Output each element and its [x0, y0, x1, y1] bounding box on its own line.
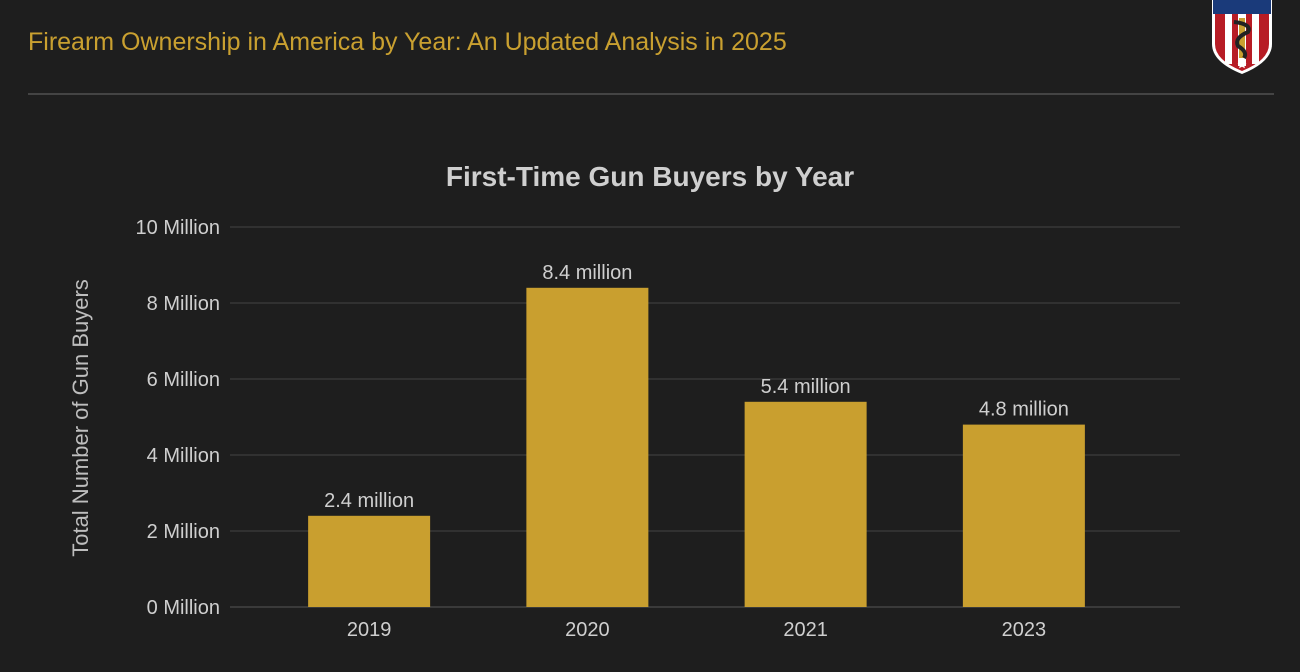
y-tick-label: 0 Million [147, 597, 220, 619]
bar-2020[interactable] [526, 287, 649, 607]
data-label: 8.4 million [542, 262, 632, 284]
data-label: 4.8 million [979, 399, 1069, 421]
x-tick-label: 2020 [565, 619, 610, 641]
page-title: Firearm Ownership in America by Year: An… [28, 28, 787, 56]
chart-title: First-Time Gun Buyers by Year [446, 161, 854, 192]
ammo-com-logo[interactable] [1208, 0, 1276, 76]
x-tick-label: 2019 [347, 619, 392, 641]
bar-2021[interactable] [744, 401, 867, 607]
header-divider [28, 93, 1274, 95]
data-label: 5.4 million [761, 376, 851, 398]
x-tick-label: 2021 [783, 619, 828, 641]
bar-2023[interactable] [962, 424, 1085, 607]
bar-2019[interactable] [308, 515, 431, 607]
y-tick-label: 6 Million [147, 369, 220, 391]
y-tick-label: 2 Million [147, 521, 220, 543]
y-tick-label: 4 Million [147, 445, 220, 467]
y-tick-label: 8 Million [147, 293, 220, 315]
x-tick-label: 2023 [1002, 619, 1047, 641]
y-tick-label: 10 Million [136, 217, 220, 239]
y-axis-label: Total Number of Gun Buyers [68, 279, 93, 557]
data-label: 2.4 million [324, 490, 414, 512]
